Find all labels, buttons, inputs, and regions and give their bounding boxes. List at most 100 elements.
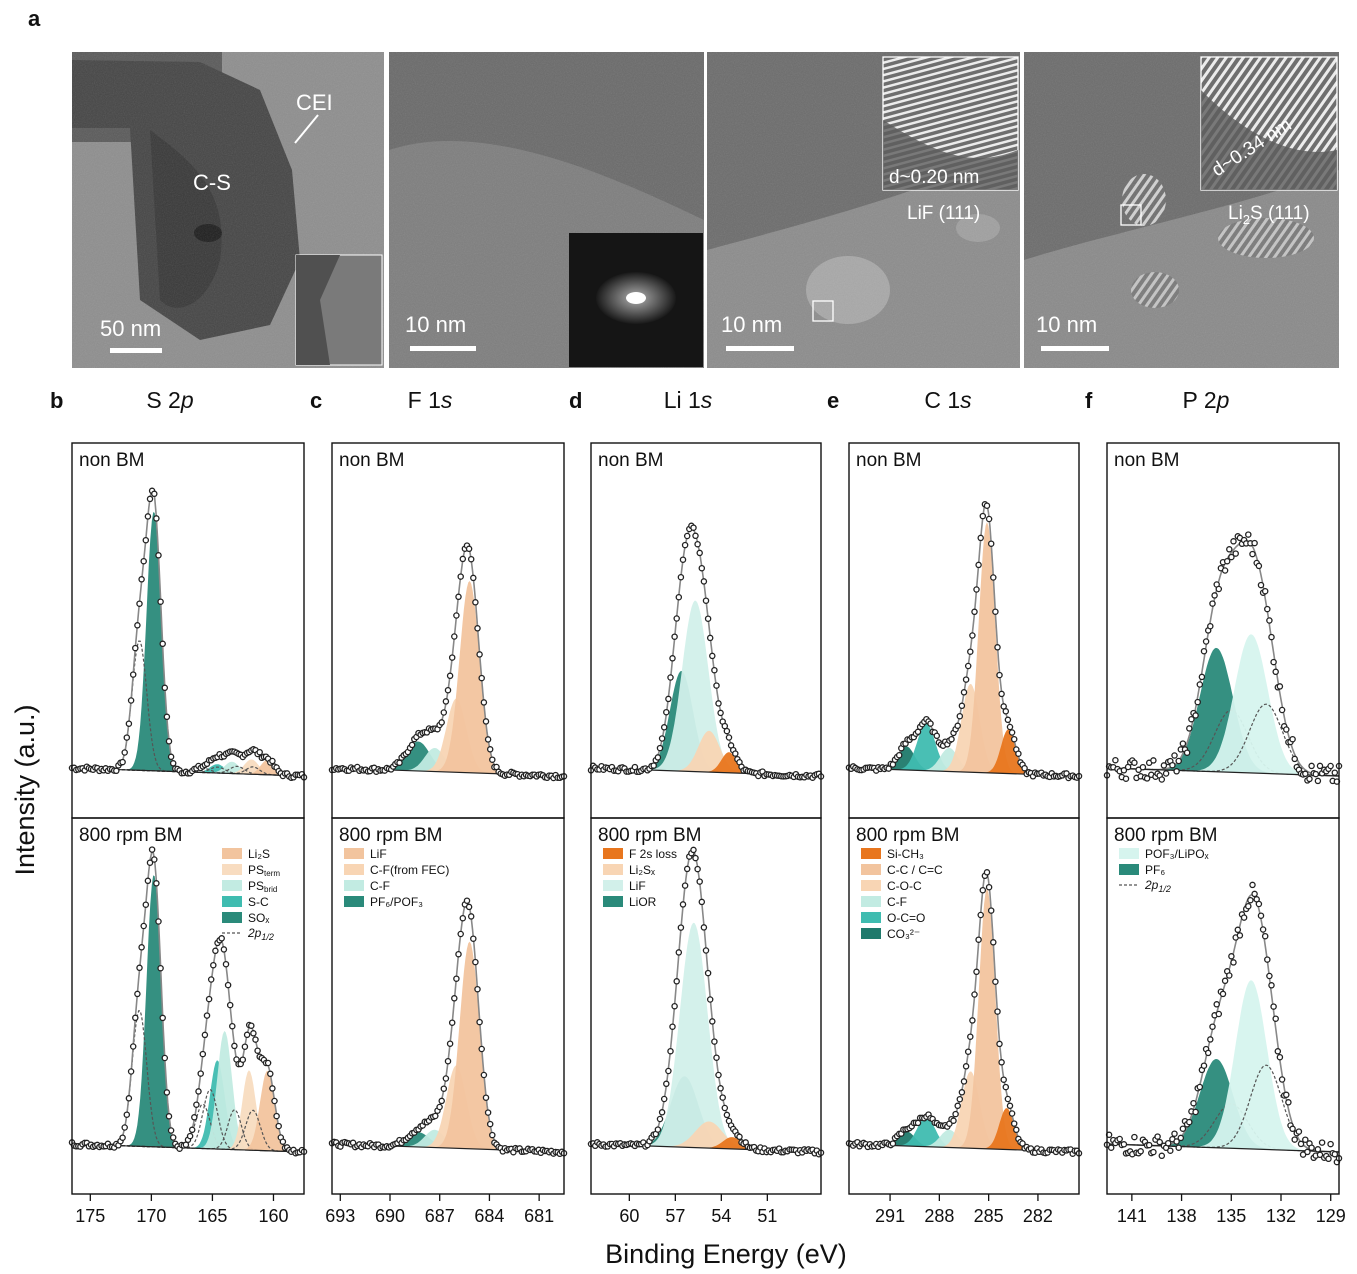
legend-swatch xyxy=(1119,848,1139,859)
data-point xyxy=(721,1104,729,1112)
data-point xyxy=(1198,673,1206,681)
data-point xyxy=(1145,1141,1153,1149)
data-point xyxy=(1302,770,1309,778)
condition-label: 800 rpm BM xyxy=(856,825,959,846)
legend-c: LiF C-F(from FEC) C-F PF₆/POF₃ xyxy=(344,847,449,909)
data-point xyxy=(709,1018,716,1025)
legend-label: PF₆ xyxy=(1145,863,1165,877)
data-point xyxy=(1283,1091,1290,1099)
x-tick-label: 138 xyxy=(1167,1206,1197,1226)
data-point xyxy=(985,515,993,523)
data-point xyxy=(1160,762,1168,769)
xps-e-bm: 800 rpm BM xyxy=(845,817,1083,1195)
data-point xyxy=(472,599,479,606)
data-point xyxy=(1278,1076,1286,1083)
data-point xyxy=(1158,776,1166,783)
condition-label: non BM xyxy=(1114,450,1179,471)
legend-label: SOₓ xyxy=(248,911,269,925)
data-point xyxy=(440,1085,448,1092)
data-point xyxy=(451,633,458,640)
tem1-label-cs: C-S xyxy=(193,170,231,195)
data-point xyxy=(992,978,999,985)
panel-a-label: a xyxy=(28,6,41,31)
data-point xyxy=(660,1095,668,1103)
condition-label: non BM xyxy=(856,450,921,471)
legend-swatch xyxy=(861,880,881,891)
legend-label: PSbrid xyxy=(248,879,277,894)
data-point xyxy=(167,753,175,761)
data-point xyxy=(153,515,160,522)
data-point xyxy=(711,666,718,674)
data-point xyxy=(1173,768,1180,775)
data-point xyxy=(448,1019,456,1026)
legend-label: O-C=O xyxy=(887,911,925,925)
tem3-scale-bar xyxy=(726,346,794,351)
data-point xyxy=(134,622,141,629)
data-point xyxy=(486,746,494,753)
data-point xyxy=(231,1042,238,1050)
data-point xyxy=(484,1109,492,1116)
condition-label: 800 rpm BM xyxy=(339,825,442,846)
data-point xyxy=(220,946,228,953)
data-point xyxy=(142,901,150,908)
x-tick-label: 175 xyxy=(75,1206,105,1226)
data-point xyxy=(1234,926,1242,934)
data-point xyxy=(1120,1141,1128,1148)
data-point xyxy=(667,674,674,681)
x-tick-label: 291 xyxy=(875,1206,905,1226)
data-point xyxy=(193,1101,200,1108)
data-point xyxy=(254,1047,261,1054)
legend-swatch xyxy=(861,848,881,859)
data-point xyxy=(269,1085,276,1092)
data-point xyxy=(717,709,724,717)
component-CO₃²⁻ xyxy=(849,1131,1079,1152)
data-point xyxy=(436,1103,443,1111)
tem3-d-spacing: d~0.20 nm xyxy=(889,167,979,188)
legend-swatch xyxy=(222,864,242,875)
data-point xyxy=(125,720,133,727)
data-point xyxy=(1245,531,1252,538)
data-point xyxy=(702,597,710,604)
data-point xyxy=(983,502,991,509)
plot-frame xyxy=(1106,817,1340,1195)
data-point xyxy=(975,561,982,569)
panel-c-title: F 1s xyxy=(408,387,453,413)
data-point xyxy=(715,1071,722,1079)
data-point xyxy=(1274,1048,1282,1055)
data-point xyxy=(983,869,991,876)
data-point xyxy=(484,736,492,743)
data-point xyxy=(159,1014,166,1022)
x-tick-label: 160 xyxy=(258,1206,288,1226)
panel-e-title: C 1s xyxy=(924,387,972,413)
panel-b-label: b xyxy=(50,388,63,413)
x-tick-label: 681 xyxy=(524,1206,554,1226)
data-point xyxy=(459,555,467,563)
data-point xyxy=(1013,1126,1020,1134)
panel-c-label: c xyxy=(310,388,322,413)
data-point xyxy=(1194,698,1201,706)
tem-image-3: d~0.20 nm LiF (111) 10 nm xyxy=(707,52,1020,368)
data-point xyxy=(191,1114,198,1121)
data-point xyxy=(465,903,473,911)
xps-c-nonbm: non BM xyxy=(328,442,568,819)
tem3-scale-label: 10 nm xyxy=(721,312,782,337)
data-point xyxy=(713,682,720,689)
data-point xyxy=(998,1059,1005,1066)
data-point xyxy=(719,1094,726,1101)
data-point xyxy=(241,1043,249,1050)
data-point xyxy=(996,1040,1003,1048)
x-tick-label: 132 xyxy=(1266,1206,1296,1226)
data-point xyxy=(658,1109,666,1116)
data-point xyxy=(1008,1110,1016,1117)
data-point xyxy=(1169,761,1176,769)
data-point xyxy=(956,1095,964,1103)
data-point xyxy=(195,1088,202,1095)
data-point xyxy=(960,689,968,696)
plot-frame xyxy=(590,817,822,1195)
data-point xyxy=(165,738,173,745)
legend-swatch xyxy=(344,864,364,875)
condition-label: non BM xyxy=(339,450,404,471)
data-point xyxy=(442,1075,450,1082)
panel-f-label: f xyxy=(1085,388,1093,413)
data-point xyxy=(144,877,152,885)
